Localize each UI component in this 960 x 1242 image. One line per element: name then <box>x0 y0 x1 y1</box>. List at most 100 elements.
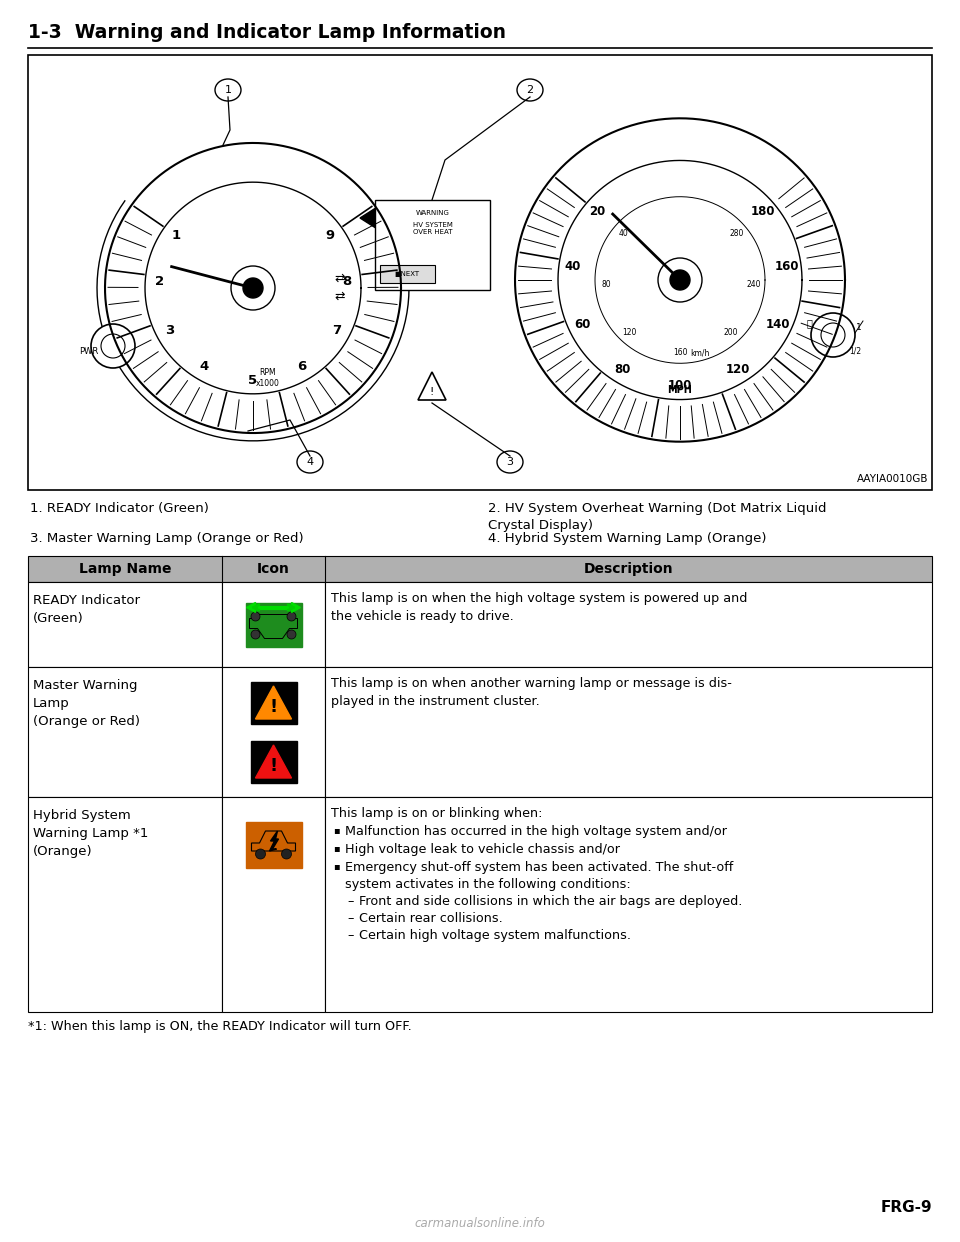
Polygon shape <box>255 686 292 719</box>
Bar <box>28 55 932 491</box>
Text: 280: 280 <box>730 229 744 238</box>
Circle shape <box>101 334 125 358</box>
Bar <box>251 682 297 724</box>
Text: 2: 2 <box>155 276 164 288</box>
Bar <box>28 797 222 1012</box>
Text: ■NEXT: ■NEXT <box>395 271 420 277</box>
Text: ⛽: ⛽ <box>806 318 812 328</box>
Bar <box>325 797 932 1012</box>
Text: 160: 160 <box>673 348 687 356</box>
Circle shape <box>281 850 292 859</box>
Circle shape <box>658 258 702 302</box>
Text: Lamp Name: Lamp Name <box>79 561 171 576</box>
Text: carmanualsonline.info: carmanualsonline.info <box>415 1217 545 1230</box>
Text: 4: 4 <box>306 457 314 467</box>
Bar <box>251 741 297 782</box>
Text: This lamp is on or blinking when:: This lamp is on or blinking when: <box>331 807 542 820</box>
Text: ⇄: ⇄ <box>335 289 346 303</box>
Bar <box>28 667 222 797</box>
Text: FRG-9: FRG-9 <box>880 1200 932 1215</box>
Text: Front and side collisions in which the air bags are deployed.: Front and side collisions in which the a… <box>359 895 742 908</box>
Text: Hybrid System
Warning Lamp *1
(Orange): Hybrid System Warning Lamp *1 (Orange) <box>33 809 149 858</box>
Text: 1: 1 <box>172 229 180 242</box>
Text: 5: 5 <box>249 374 257 386</box>
Text: !: ! <box>270 758 277 775</box>
Ellipse shape <box>297 451 323 473</box>
Ellipse shape <box>497 451 523 473</box>
Text: *1: When this lamp is ON, the READY Indicator will turn OFF.: *1: When this lamp is ON, the READY Indi… <box>28 1020 412 1033</box>
Text: 4: 4 <box>200 360 209 374</box>
Text: km/h: km/h <box>690 349 709 358</box>
Polygon shape <box>252 831 296 851</box>
Text: Master Warning
Lamp
(Orange or Red): Master Warning Lamp (Orange or Red) <box>33 679 140 728</box>
Ellipse shape <box>215 79 241 101</box>
Polygon shape <box>360 204 382 232</box>
Text: Icon: Icon <box>257 561 290 576</box>
Text: PWR: PWR <box>80 347 99 355</box>
Bar <box>325 667 932 797</box>
Text: 160: 160 <box>775 260 800 273</box>
Text: 1. READY Indicator (Green): 1. READY Indicator (Green) <box>30 502 209 515</box>
Text: 3: 3 <box>507 457 514 467</box>
Text: 1: 1 <box>856 323 862 332</box>
Text: Description: Description <box>584 561 673 576</box>
Text: 140: 140 <box>766 318 790 332</box>
Polygon shape <box>292 602 300 612</box>
Text: READY Indicator
(Green): READY Indicator (Green) <box>33 594 140 625</box>
Text: 80: 80 <box>613 363 630 376</box>
Text: 80: 80 <box>601 279 611 288</box>
Text: 200: 200 <box>724 328 738 338</box>
Circle shape <box>231 266 275 310</box>
Circle shape <box>821 323 845 347</box>
Polygon shape <box>250 615 298 638</box>
Text: 1/2: 1/2 <box>849 347 861 355</box>
Text: !: ! <box>430 388 434 397</box>
Text: 240: 240 <box>747 279 761 288</box>
Text: 180: 180 <box>751 205 775 219</box>
Bar <box>222 667 325 797</box>
Bar <box>222 582 325 667</box>
Text: 40: 40 <box>564 260 581 273</box>
Text: 1-3  Warning and Indicator Lamp Information: 1-3 Warning and Indicator Lamp Informati… <box>28 22 506 41</box>
Text: 8: 8 <box>342 276 351 288</box>
Text: –: – <box>347 895 353 908</box>
Text: 2. HV System Overheat Warning (Dot Matrix Liquid
Crystal Display): 2. HV System Overheat Warning (Dot Matri… <box>488 502 827 532</box>
Circle shape <box>91 324 135 368</box>
Polygon shape <box>255 745 292 777</box>
Bar <box>246 602 301 647</box>
Text: WARNING: WARNING <box>416 210 449 216</box>
Bar <box>325 582 932 667</box>
Text: ▪: ▪ <box>333 861 340 871</box>
Text: Certain rear collisions.: Certain rear collisions. <box>359 912 503 925</box>
Bar <box>28 556 932 582</box>
Text: 1: 1 <box>225 84 231 94</box>
Text: ▪: ▪ <box>333 843 340 853</box>
Text: 60: 60 <box>574 318 590 332</box>
Text: Certain high voltage system malfunctions.: Certain high voltage system malfunctions… <box>359 929 631 941</box>
Text: 3. Master Warning Lamp (Orange or Red): 3. Master Warning Lamp (Orange or Red) <box>30 532 303 545</box>
Bar <box>375 200 490 289</box>
Bar <box>246 822 301 868</box>
Text: This lamp is on when another warning lamp or message is dis-
played in the instr: This lamp is on when another warning lam… <box>331 677 732 708</box>
Text: !: ! <box>270 698 277 715</box>
Bar <box>380 265 435 283</box>
Text: –: – <box>347 912 353 925</box>
Text: MPH: MPH <box>667 385 692 395</box>
Text: 40: 40 <box>618 229 628 238</box>
Text: 100: 100 <box>668 379 692 392</box>
Circle shape <box>251 630 260 638</box>
Circle shape <box>243 278 263 298</box>
Bar <box>28 582 222 667</box>
Text: –: – <box>347 929 353 941</box>
Polygon shape <box>270 831 278 851</box>
Text: 7: 7 <box>332 324 341 337</box>
Bar <box>222 797 325 1012</box>
Text: ⇄: ⇄ <box>335 272 346 284</box>
Text: RPM
x1000: RPM x1000 <box>256 369 280 388</box>
Text: 3: 3 <box>165 324 175 337</box>
Circle shape <box>670 270 690 289</box>
Text: 4. Hybrid System Warning Lamp (Orange): 4. Hybrid System Warning Lamp (Orange) <box>488 532 766 545</box>
Circle shape <box>255 850 266 859</box>
Text: HV SYSTEM
OVER HEAT: HV SYSTEM OVER HEAT <box>413 222 452 236</box>
Text: High voltage leak to vehicle chassis and/or: High voltage leak to vehicle chassis and… <box>345 843 620 856</box>
